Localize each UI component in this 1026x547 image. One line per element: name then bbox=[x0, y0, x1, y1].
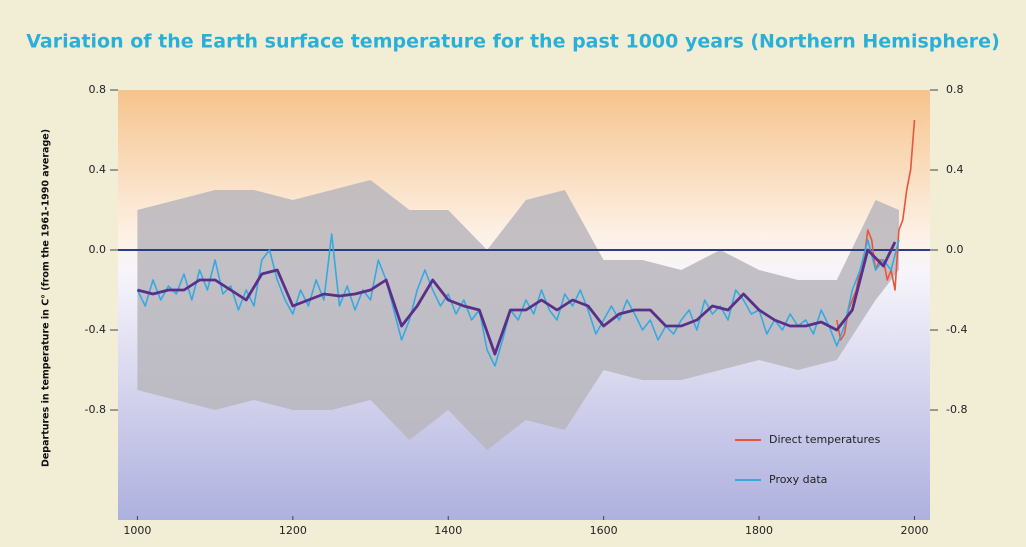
y-tick-label: 0.4 bbox=[89, 163, 107, 176]
y2-tick-label: 0.8 bbox=[946, 83, 964, 96]
x-tick-label: 1200 bbox=[279, 524, 307, 537]
chart-title: Variation of the Earth surface temperatu… bbox=[26, 31, 1000, 53]
y2-tick-label: -0.8 bbox=[946, 403, 967, 416]
series-line bbox=[136, 233, 900, 367]
y2-tick-label: 0.4 bbox=[946, 163, 964, 176]
y2-tick-label: 0.0 bbox=[946, 243, 964, 256]
uncertainty-band bbox=[137, 180, 899, 450]
series-line bbox=[137, 241, 897, 356]
y-tick-label: 0.0 bbox=[89, 243, 107, 256]
x-tick-label: 1000 bbox=[123, 524, 151, 537]
x-tick-label: 1400 bbox=[434, 524, 462, 537]
x-tick-label: 1800 bbox=[745, 524, 773, 537]
y-tick-label: -0.8 bbox=[85, 403, 106, 416]
x-tick-label: 2000 bbox=[900, 524, 928, 537]
y-tick-label: 0.8 bbox=[89, 83, 107, 96]
x-tick-label: 1600 bbox=[590, 524, 618, 537]
y-tick-label: -0.4 bbox=[85, 323, 106, 336]
legend-label: Direct temperatures bbox=[769, 433, 881, 446]
y2-tick-label: -0.4 bbox=[946, 323, 967, 336]
legend-label: Proxy data bbox=[769, 473, 827, 486]
y-axis-label: Departures in temperature in C° (from th… bbox=[41, 129, 52, 467]
